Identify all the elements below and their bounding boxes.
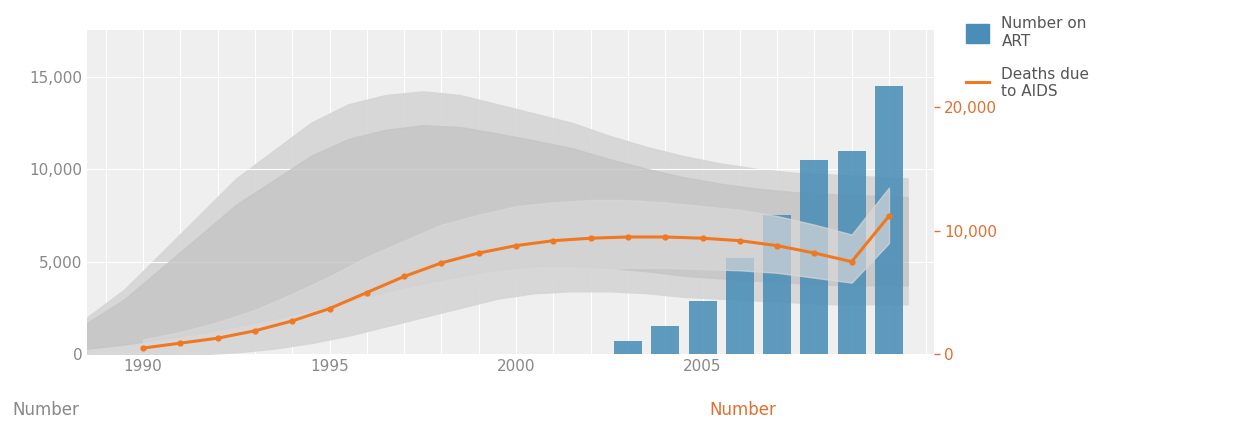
Bar [801, 160, 828, 354]
Bar [726, 258, 753, 354]
Text: Number: Number [710, 401, 777, 419]
Bar [875, 86, 903, 354]
Legend: Number on
ART, Deaths due
to AIDS: Number on ART, Deaths due to AIDS [966, 16, 1089, 99]
Bar [688, 301, 717, 354]
Text: Number: Number [12, 401, 80, 419]
Bar [651, 327, 680, 354]
Bar [838, 151, 865, 354]
Bar [614, 341, 642, 354]
Bar [763, 216, 791, 354]
